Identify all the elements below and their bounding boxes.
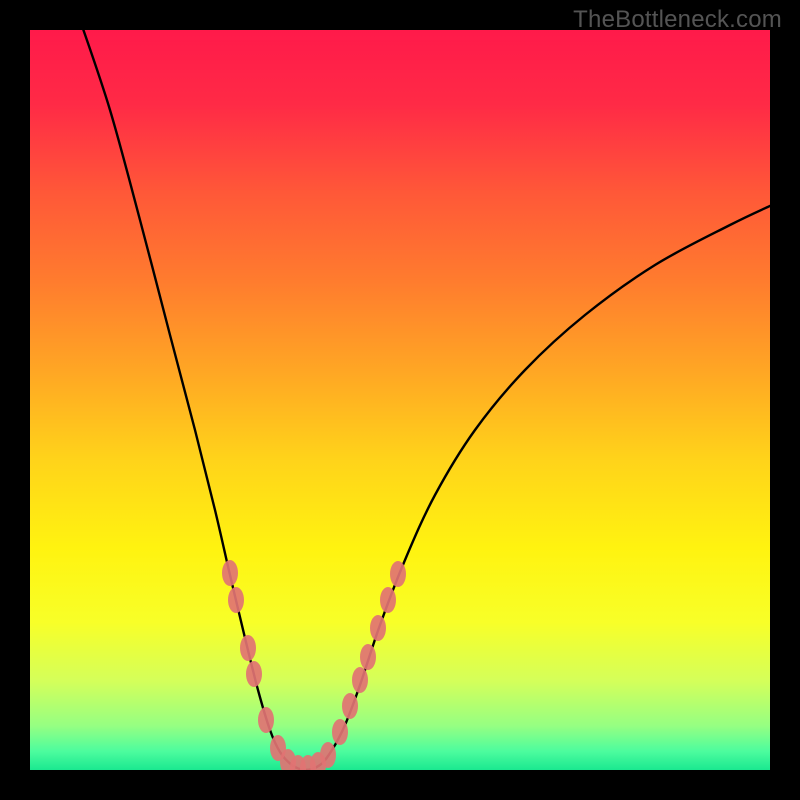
curve-marker <box>342 693 358 719</box>
curve-marker <box>332 719 348 745</box>
curve-marker <box>380 587 396 613</box>
curve-marker <box>240 635 256 661</box>
curve-marker <box>258 707 274 733</box>
curve-marker <box>360 644 376 670</box>
curve-marker <box>320 742 336 768</box>
curve-marker <box>352 667 368 693</box>
plot-area <box>30 30 770 770</box>
curve-marker <box>222 560 238 586</box>
chart-frame: TheBottleneck.com <box>0 0 800 800</box>
curve-marker <box>390 561 406 587</box>
curve-marker <box>246 661 262 687</box>
curve-marker <box>370 615 386 641</box>
curve-marker <box>228 587 244 613</box>
bottleneck-curve <box>30 30 770 770</box>
